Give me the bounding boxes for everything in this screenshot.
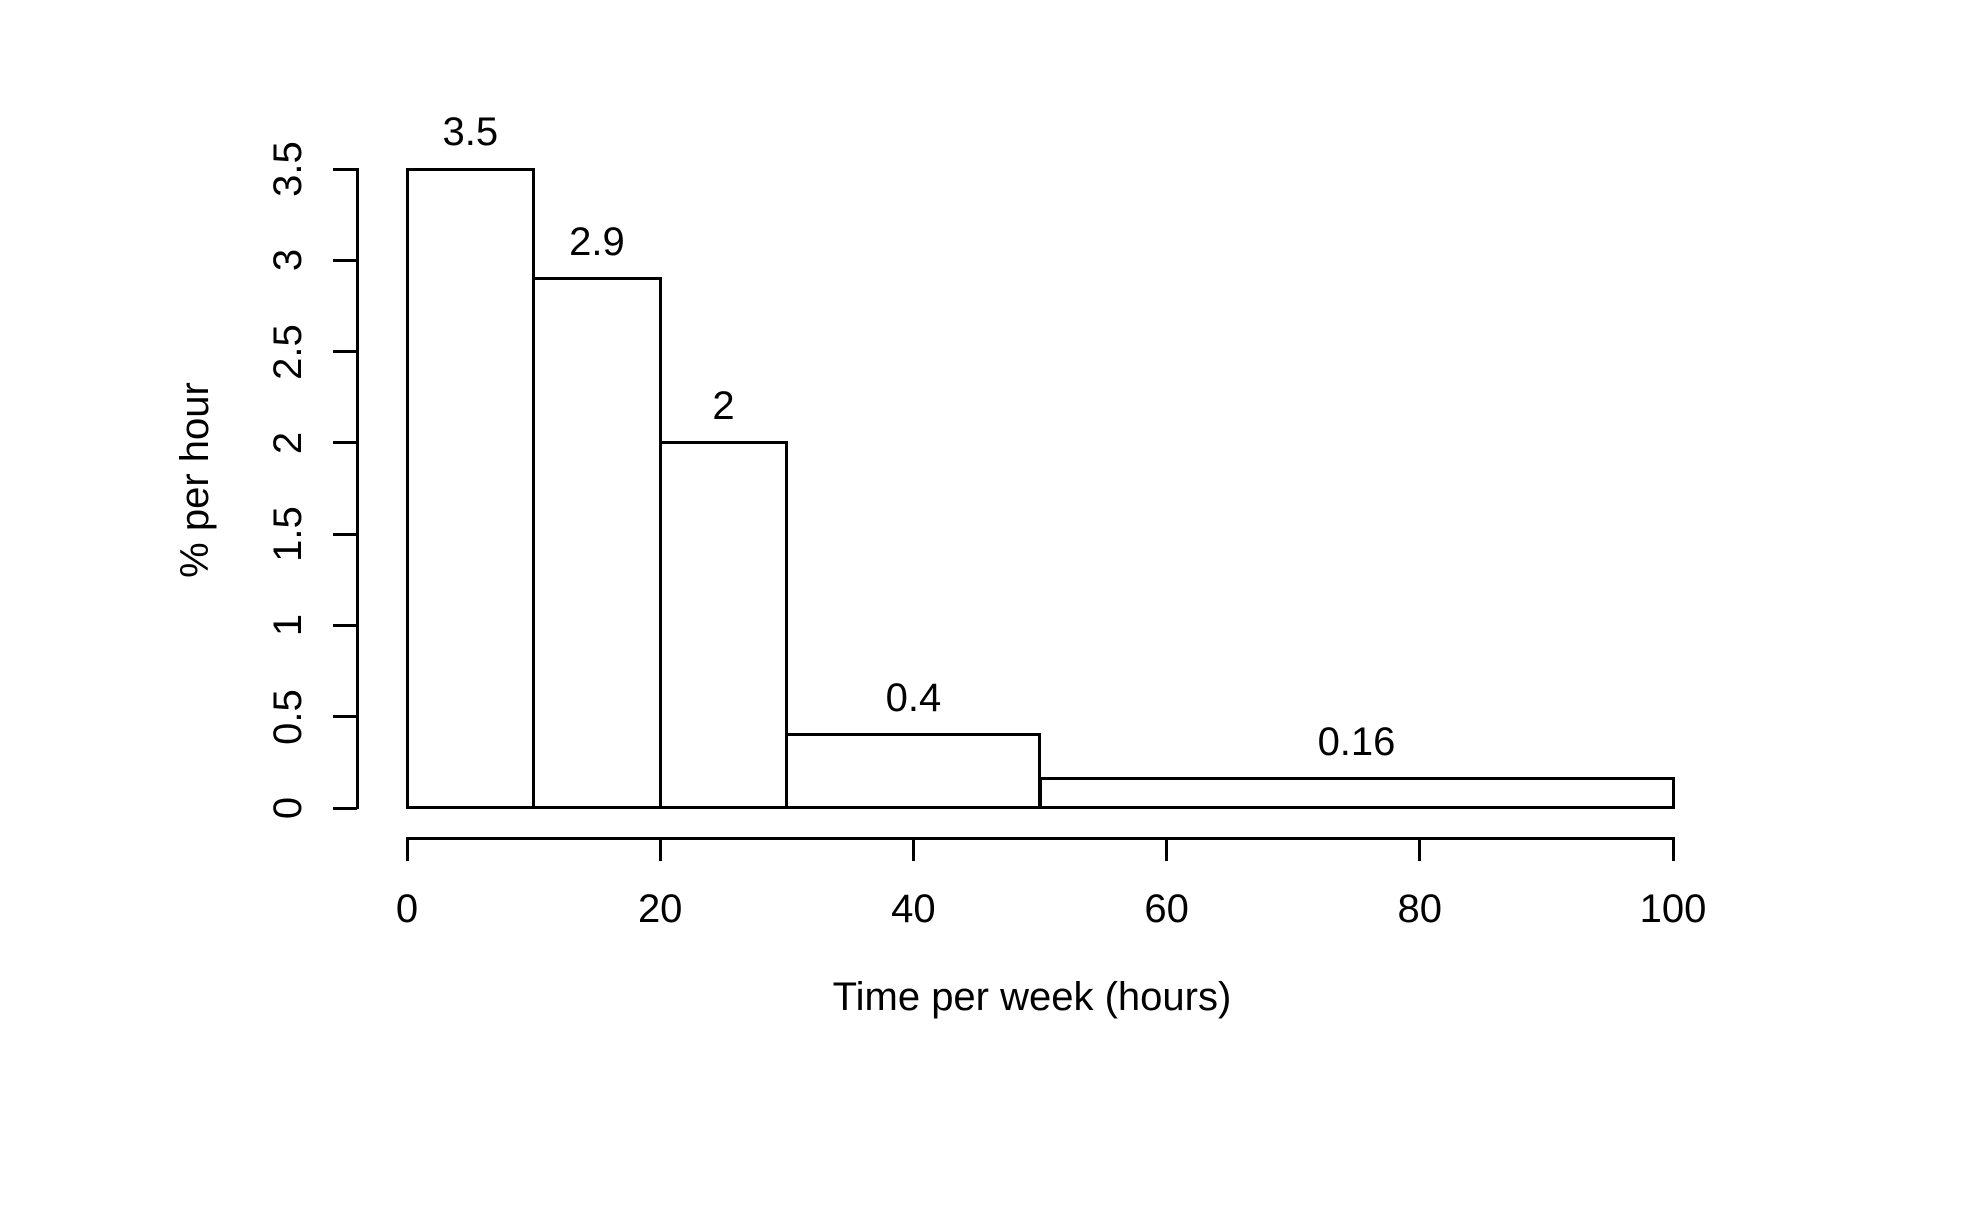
y-tick-label: 3.5 xyxy=(266,141,310,197)
y-axis-title: % per hour xyxy=(173,382,217,578)
y-axis-tick xyxy=(333,715,357,719)
x-axis-tick xyxy=(1165,838,1169,861)
y-axis-tick xyxy=(333,350,357,354)
x-axis-tick xyxy=(1418,838,1422,861)
y-axis-tick xyxy=(333,258,357,262)
x-tick-label: 60 xyxy=(1144,887,1189,931)
x-axis-title: Time per week (hours) xyxy=(832,975,1232,1019)
x-axis-line xyxy=(405,836,1675,840)
x-tick-label: 20 xyxy=(637,887,683,931)
x-axis-tick xyxy=(658,838,662,861)
x-axis-tick xyxy=(405,838,409,861)
x-tick-label: 100 xyxy=(1639,887,1707,931)
histogram-bar xyxy=(532,277,662,810)
y-axis-tick xyxy=(333,532,357,536)
y-axis-tick xyxy=(333,167,357,171)
y-axis-tick xyxy=(333,441,357,445)
x-axis-tick xyxy=(911,838,915,861)
x-tick-label: 80 xyxy=(1397,887,1443,931)
y-axis-tick xyxy=(333,806,357,810)
histogram-bar xyxy=(1038,777,1675,810)
bar-value-label: 3.5 xyxy=(442,110,499,154)
bar-value-label: 2 xyxy=(712,383,735,428)
histogram-bar xyxy=(785,733,1042,810)
y-axis-tick xyxy=(333,623,357,627)
x-tick-label: 0 xyxy=(395,887,419,931)
histogram-bar xyxy=(405,167,536,810)
y-axis-line xyxy=(355,167,359,810)
bar-value-label: 0.16 xyxy=(1317,719,1396,764)
x-axis-tick xyxy=(1671,838,1675,861)
bar-value-label: 2.9 xyxy=(569,219,625,264)
histogram-bar xyxy=(658,441,789,810)
x-tick-label: 40 xyxy=(891,887,936,931)
bar-value-label: 0.4 xyxy=(885,675,942,720)
